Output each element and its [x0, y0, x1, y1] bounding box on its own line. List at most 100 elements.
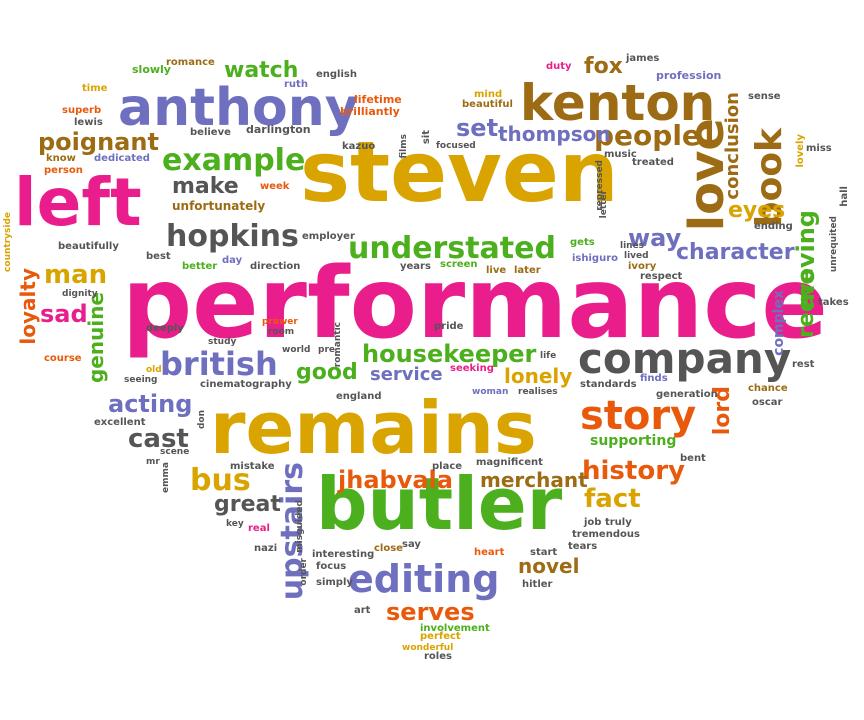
word-ruth: ruth: [284, 79, 308, 90]
word-old: old: [146, 365, 162, 375]
word-mind: mind: [474, 89, 503, 100]
word-character: character: [676, 240, 795, 265]
word-deeply: deeply: [146, 323, 184, 334]
word-people: people: [594, 119, 701, 152]
word-beautifully: beautifully: [58, 241, 119, 252]
word-kazuo: kazuo: [342, 141, 376, 152]
word-poignant: poignant: [38, 128, 159, 156]
word-unrequited: unrequited: [829, 216, 839, 273]
word-woman: woman: [472, 387, 509, 397]
word-day: day: [222, 255, 243, 266]
word-story: story: [580, 393, 697, 439]
word-gets: gets: [570, 237, 595, 248]
word-live: live: [486, 265, 507, 276]
word-roles: roles: [424, 651, 452, 662]
word-novel: novel: [518, 554, 580, 578]
word-study: study: [208, 337, 237, 347]
word-involvement: involvement: [420, 623, 490, 634]
word-fact: fact: [584, 484, 641, 514]
word-nazi: nazi: [254, 543, 278, 554]
word-finds: finds: [640, 373, 668, 384]
word-hitler: hitler: [522, 579, 553, 590]
word-interesting: interesting: [312, 549, 375, 560]
word-editing: editing: [348, 557, 500, 601]
word-watch: watch: [224, 58, 299, 83]
word-cast: cast: [128, 424, 189, 454]
word-supporting: supporting: [590, 433, 677, 449]
word-great: great: [214, 492, 281, 517]
word-lovely: lovely: [795, 134, 806, 168]
word-good: good: [296, 360, 358, 385]
word-don: don: [197, 410, 207, 430]
word-oscar: oscar: [752, 397, 783, 408]
word-life: life: [540, 351, 557, 361]
word-seeking: seeking: [450, 363, 494, 374]
word-realises: realises: [518, 387, 558, 397]
word-thompson: thompson: [498, 122, 611, 146]
word-pride: pride: [434, 321, 464, 332]
word-profession: profession: [656, 69, 722, 82]
word-eyes: eyes: [728, 198, 786, 223]
word-make: make: [172, 174, 239, 199]
word-hall: hall: [839, 186, 850, 207]
word-wonderful: wonderful: [402, 643, 454, 653]
word-conclusion: conclusion: [722, 92, 743, 200]
word-art: art: [354, 605, 371, 616]
word-key: key: [226, 519, 244, 529]
word-close: close: [374, 543, 403, 554]
word-left: left: [14, 164, 142, 241]
word-complex: complex: [771, 290, 787, 356]
word-company: company: [578, 334, 792, 383]
word-countryside: countryside: [3, 212, 13, 272]
word-best: best: [146, 251, 171, 262]
word-service: service: [370, 364, 443, 385]
word-say: say: [402, 539, 421, 550]
word-english: english: [316, 69, 357, 80]
word-tears: tears: [568, 541, 598, 552]
word-ishiguro: ishiguro: [572, 253, 619, 264]
word-years: years: [400, 261, 431, 272]
word-duty: duty: [546, 61, 572, 72]
word-set: set: [456, 114, 499, 142]
word-pre: pre: [318, 345, 335, 355]
word-person: person: [44, 165, 83, 176]
word-england: england: [336, 391, 382, 402]
word-better: better: [182, 261, 218, 272]
word-serves: serves: [386, 598, 475, 626]
word-room: room: [268, 327, 295, 337]
word-loyalty: loyalty: [16, 268, 40, 345]
word-steven: steven: [300, 123, 619, 221]
word-place: place: [432, 461, 463, 472]
word-scene: scene: [160, 447, 190, 457]
word-screen: screen: [440, 259, 478, 270]
word-time: time: [82, 83, 108, 94]
word-perfect: perfect: [420, 631, 461, 642]
word-performance: performance: [122, 247, 828, 361]
word-superb: superb: [62, 105, 102, 116]
word-music: music: [604, 149, 637, 160]
word-lifetime: lifetime: [354, 93, 402, 106]
word-history: history: [582, 456, 685, 486]
word-letter: letter: [599, 190, 609, 219]
word-understated: understated: [348, 231, 556, 266]
word-films: films: [399, 134, 409, 159]
word-sad: sad: [40, 300, 88, 328]
word-course: course: [44, 353, 82, 364]
word-miss: miss: [806, 143, 832, 154]
word-week: week: [260, 181, 290, 192]
word-butler: butler: [316, 462, 563, 546]
word-housekeeper: housekeeper: [362, 340, 537, 368]
word-generation: generation: [656, 389, 718, 400]
word-mistake: mistake: [230, 461, 275, 472]
word-focused: focused: [436, 141, 476, 151]
word-james: james: [626, 53, 660, 64]
word-seeing: seeing: [124, 375, 158, 385]
word-chance: chance: [748, 383, 788, 394]
word-ending: ending: [754, 221, 793, 232]
word-anthony: anthony: [118, 78, 359, 138]
word-direction: direction: [250, 261, 301, 272]
word-believe: believe: [190, 127, 231, 138]
word-know: know: [46, 153, 76, 164]
word-brilliantly: brilliantly: [340, 105, 400, 118]
